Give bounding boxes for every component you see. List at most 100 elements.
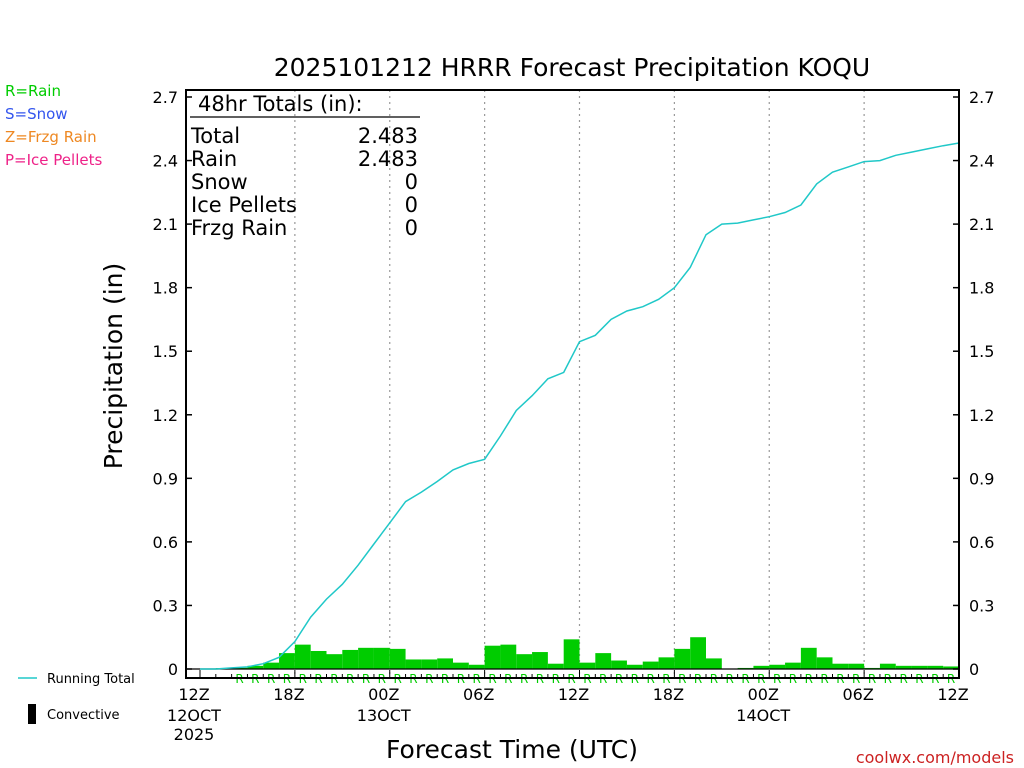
rain-bar (247, 665, 264, 669)
x-tick-label: 12Z (178, 685, 209, 704)
totals-row-value: 2.483 (358, 147, 418, 171)
x-date-label: 14OCT (736, 706, 790, 725)
running-total-line (200, 142, 960, 670)
precip-key-item: Z=Frzg Rain (5, 128, 97, 146)
y-tick-label: 1.5 (153, 342, 178, 361)
rain-bar (927, 665, 944, 669)
rain-bar (658, 657, 675, 669)
precip-key-item: P=Ice Pellets (5, 151, 102, 169)
rain-bar (800, 647, 817, 669)
rain-bar (642, 661, 659, 669)
y-tick-label-right: 1.2 (969, 406, 994, 425)
y-tick-label-right: 0 (969, 660, 979, 679)
rain-bar (626, 664, 643, 669)
rain-bar (595, 653, 612, 669)
rain-bar (453, 662, 469, 669)
hourly-rain-bars (186, 637, 959, 670)
y-tick-label: 2.1 (153, 215, 178, 234)
x-axis-label: Forecast Time (UTC) (386, 735, 638, 764)
rain-bar (437, 658, 453, 669)
rain-bar (342, 649, 359, 669)
legend-label: Running Total (47, 672, 135, 687)
y-tick-label: 2.4 (153, 152, 178, 171)
totals-row-value: 0 (405, 170, 418, 194)
rain-bar (263, 662, 280, 669)
rain-bar (911, 665, 928, 669)
rain-bar (769, 664, 786, 669)
rain-bar (611, 660, 627, 669)
rain-bar (516, 654, 533, 669)
rain-bar (389, 648, 406, 669)
totals-row-label: Rain (191, 147, 237, 171)
x-tick-label: 18Z (653, 685, 684, 704)
precip-type-key: R=Rain S=Snow Z=Frzg Rain P=Ice Pellets (5, 82, 102, 169)
y-tick-label-right: 0.9 (969, 469, 994, 488)
x-tick-label: 00Z (368, 685, 399, 704)
rain-bar (484, 645, 501, 669)
y-tick-label: 0.3 (153, 596, 178, 615)
totals-row-value: 0 (405, 193, 418, 217)
rain-bar (943, 666, 959, 669)
totals-row-label: Frzg Rain (191, 216, 287, 240)
vertical-gridlines (294, 90, 865, 678)
y-tick-label: 0 (168, 660, 178, 679)
rain-bar (405, 659, 422, 669)
precip-key-item: S=Snow (5, 105, 68, 123)
y-tick-label-right: 2.1 (969, 215, 994, 234)
precip-key-item: R=Rain (5, 82, 61, 100)
totals-heading: 48hr Totals (in): (198, 92, 363, 116)
x-tick-label: 18Z (273, 685, 304, 704)
x-year-label: 2025 (174, 725, 215, 744)
legend-bar-swatch (28, 704, 36, 724)
rain-bar (563, 639, 580, 669)
x-tick-label: 06Z (842, 685, 873, 704)
totals-rows: Total 2.483 Rain 2.483 Snow 0 Ice Pellets 0 Frzg… (190, 124, 418, 240)
y-axis-left: 0 0.3 0.6 0.9 1.2 1.5 1.8 2.1 2.4 2.7 (153, 88, 192, 679)
rain-bar (816, 657, 833, 669)
x-tick-label: 12Z (937, 685, 968, 704)
y-tick-label-right: 2.4 (969, 152, 994, 171)
y-tick-label: 1.2 (153, 406, 178, 425)
rain-bar (879, 663, 896, 669)
rain-bar (532, 652, 548, 669)
rain-bar (753, 665, 770, 669)
credit-text: coolwx.com/models (856, 748, 1014, 767)
chart-title: 2025101212 HRRR Forecast Precipitation K… (274, 53, 870, 82)
rain-bar (832, 663, 849, 669)
totals-row-label: Snow (191, 170, 248, 194)
x-tick-label: 00Z (748, 685, 779, 704)
rain-bar (358, 647, 374, 669)
totals-row-label: Total (190, 124, 240, 148)
y-axis-label: Precipitation (in) (99, 263, 128, 470)
rain-bar (785, 662, 801, 669)
y-tick-label: 0.9 (153, 469, 178, 488)
y-tick-label-right: 1.5 (969, 342, 994, 361)
rain-bar (468, 664, 485, 669)
y-tick-label-right: 2.7 (969, 88, 994, 107)
y-tick-label: 2.7 (153, 88, 178, 107)
legend-label: Convective (47, 708, 120, 723)
totals-row-value: 0 (405, 216, 418, 240)
rain-bar (326, 654, 343, 669)
x-date-label: 13OCT (357, 706, 411, 725)
rain-bar (579, 662, 596, 669)
rain-bar (500, 644, 517, 669)
bottom-legend: Running Total Convective (18, 672, 135, 724)
rain-bar (310, 650, 327, 669)
y-tick-label: 0.6 (153, 533, 178, 552)
rain-bar (294, 644, 311, 669)
x-date-label: 12OCT (167, 706, 221, 725)
totals-row-value: 2.483 (358, 124, 418, 148)
x-tick-label: 12Z (558, 685, 589, 704)
rain-bar (421, 659, 438, 669)
plot-frame (185, 89, 960, 679)
y-tick-label-right: 0.6 (969, 533, 994, 552)
totals-row-label: Ice Pellets (191, 193, 297, 217)
rain-bar (895, 665, 912, 669)
totals-box: 48hr Totals (in): Total 2.483 Rain 2.483 Sno… (190, 92, 420, 240)
rain-bar (231, 667, 248, 669)
y-tick-label-right: 1.8 (969, 279, 994, 298)
y-tick-label: 1.8 (153, 279, 178, 298)
rain-bar (706, 658, 722, 669)
